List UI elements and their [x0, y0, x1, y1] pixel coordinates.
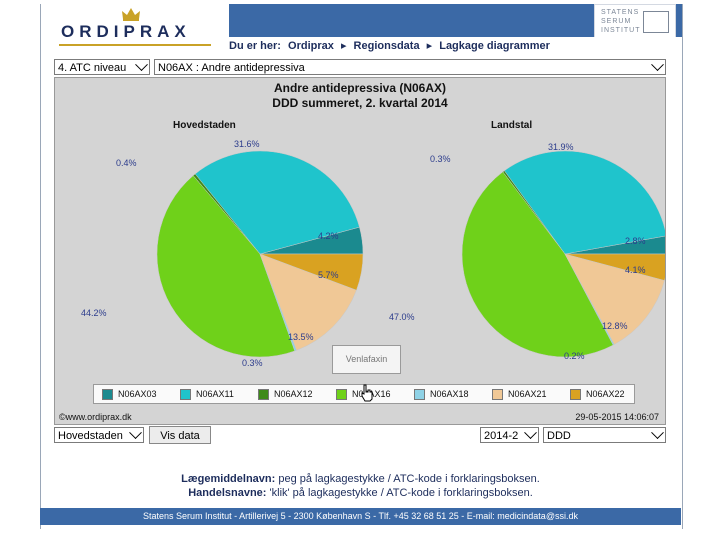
- ssi-building-icon: [643, 11, 669, 33]
- period-value: 2014-2: [484, 430, 519, 442]
- chevron-down-icon: [135, 58, 148, 72]
- chart-timestamp: 29-05-2015 14:06:07: [575, 412, 659, 422]
- legend-item[interactable]: N06AX22: [570, 389, 625, 401]
- breadcrumb-item-ordiprax[interactable]: Ordiprax: [288, 40, 334, 52]
- pie-title-landstal: Landstal: [491, 120, 533, 131]
- measure-value: DDD: [547, 430, 571, 442]
- ordiprax-logo[interactable]: ORDIPRAX: [41, 4, 229, 52]
- legend-swatch: [492, 389, 503, 401]
- legend-swatch: [180, 389, 191, 401]
- pie1-slice-n06ax11[interactable]: [194, 150, 360, 255]
- measure-select[interactable]: DDD: [543, 426, 666, 443]
- info-line-2: Handelsnavne: 'klik' på lagkagestykke / …: [40, 487, 681, 499]
- pie1-label-n06ax22: 5.7%: [318, 270, 339, 280]
- chart-copyright: ©www.ordiprax.dk: [59, 412, 132, 422]
- crown-icon: [122, 8, 140, 21]
- legend-label: N06AX22: [586, 389, 625, 399]
- slice-tooltip: Venlafaxin: [332, 345, 401, 374]
- legend-swatch: [414, 389, 425, 401]
- ssi-logo-text: STATENS SERUM INSTITUT: [601, 9, 641, 34]
- breadcrumb-item-regionsdata[interactable]: Regionsdata: [353, 40, 420, 52]
- pie2-label-n06ax18: 0.2%: [564, 351, 585, 361]
- atc-code-value: N06AX : Andre antidepressiva: [158, 62, 305, 74]
- region-value: Hovedstaden: [58, 430, 123, 442]
- legend-swatch: [102, 389, 113, 401]
- breadcrumb-arrow-icon: ▸: [426, 40, 433, 52]
- info-label-1: Lægemiddelnavn:: [181, 473, 276, 485]
- legend-item[interactable]: N06AX21: [492, 389, 547, 401]
- pie2-label-n06ax03: 2.8%: [625, 236, 646, 246]
- pie1-label-n06ax18: 0.3%: [242, 358, 263, 368]
- pie1-label-n06ax16: 44.2%: [81, 308, 107, 318]
- pie1-label-n06ax03: 4.2%: [318, 231, 339, 241]
- header-bar: STATENS SERUM INSTITUT: [229, 4, 682, 39]
- legend-label: N06AX11: [196, 389, 234, 399]
- atc-level-select[interactable]: 4. ATC niveau: [54, 58, 150, 75]
- pie2-label-n06ax16: 47.0%: [389, 312, 415, 322]
- pie2-label-n06ax22: 4.1%: [625, 265, 646, 275]
- chart-title: Andre antidepressiva (N06AX): [273, 81, 447, 95]
- legend-swatch: [258, 389, 269, 401]
- legend-label: N06AX12: [274, 389, 313, 399]
- info-label-2: Handelsnavne:: [188, 487, 267, 499]
- legend-item[interactable]: N06AX11: [180, 389, 234, 401]
- pie2-slice-n06ax11[interactable]: [504, 150, 665, 255]
- pie2-label-n06ax21: 12.8%: [602, 321, 628, 331]
- pie1-slice-n06ax22[interactable]: [259, 253, 364, 291]
- pie-charts: [156, 150, 665, 358]
- legend-label: N06AX21: [508, 389, 547, 399]
- pie2-label-n06ax11: 31.9%: [548, 142, 574, 152]
- legend-item[interactable]: N06AX12: [258, 389, 313, 401]
- chevron-down-icon: [524, 426, 537, 440]
- pie2-slice-n06ax22[interactable]: [564, 253, 665, 281]
- legend-swatch: [336, 389, 347, 401]
- chevron-down-icon: [651, 426, 664, 440]
- period-select[interactable]: 2014-2: [480, 426, 539, 443]
- info-text-1: peg på lagkagestykke / ATC-kode i forkla…: [278, 473, 540, 485]
- chart-subtitle: DDD summeret, 2. kvartal 2014: [272, 96, 448, 110]
- region-select[interactable]: Hovedstaden: [54, 426, 144, 443]
- page-footer: Statens Serum Institut - Artillerivej 5 …: [40, 508, 681, 525]
- pie1-slice-n06ax21[interactable]: [259, 253, 357, 351]
- pie1-label-n06ax12: 0.4%: [116, 158, 137, 168]
- atc-code-select[interactable]: N06AX : Andre antidepressiva: [154, 58, 666, 75]
- chart-panel: Andre antidepressiva (N06AX) DDD summere…: [54, 77, 666, 425]
- pie2-label-n06ax12: 0.3%: [430, 154, 451, 164]
- pie2-slice-n06ax16[interactable]: [461, 171, 614, 358]
- atc-level-value: 4. ATC niveau: [58, 62, 127, 74]
- show-data-button[interactable]: Vis data: [149, 426, 211, 444]
- chevron-down-icon: [129, 426, 142, 440]
- pie1-label-n06ax11: 31.6%: [234, 139, 260, 149]
- breadcrumb-arrow-icon: ▸: [340, 40, 347, 52]
- info-text-2: 'klik' på lagkagestykke / ATC-kode i for…: [269, 487, 533, 499]
- legend-swatch: [570, 389, 581, 401]
- breadcrumb-item-lagkage[interactable]: Lagkage diagrammer: [439, 40, 550, 52]
- pie1-slice-n06ax16[interactable]: [156, 175, 296, 358]
- legend-label: N06AX03: [118, 389, 157, 399]
- ssi-logo[interactable]: STATENS SERUM INSTITUT: [594, 4, 676, 39]
- hand-cursor-icon: [361, 384, 373, 402]
- info-line-1: Lægemiddelnavn: peg på lagkagestykke / A…: [40, 473, 681, 485]
- legend-item[interactable]: N06AX03: [102, 389, 157, 401]
- logo-underline: [59, 44, 211, 46]
- breadcrumb: Du er her: Ordiprax ▸ Regionsdata ▸ Lagk…: [229, 37, 682, 56]
- pie-title-hovedstaden: Hovedstaden: [173, 120, 236, 131]
- chevron-down-icon: [651, 58, 664, 72]
- pie1-label-n06ax21: 13.5%: [288, 332, 314, 342]
- legend-item[interactable]: N06AX18: [414, 389, 469, 401]
- legend-label: N06AX18: [430, 389, 469, 399]
- logo-text: ORDIPRAX: [61, 22, 191, 41]
- breadcrumb-prefix: Du er her:: [229, 40, 281, 52]
- pie2-slice-n06ax21[interactable]: [564, 253, 665, 345]
